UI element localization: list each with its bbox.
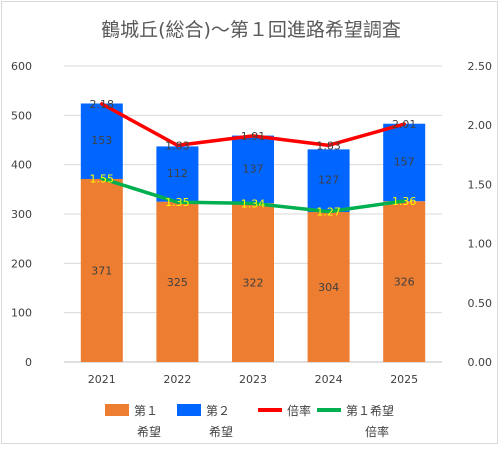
data-label-layer: 371 153 325 112 322 137 304 127 326 157 2.18 1.83 1.… (90, 98, 417, 294)
right-axis-tick-label: 1.00 (468, 238, 493, 251)
right-axis-tick-label: 0.50 (468, 297, 493, 310)
first-choice-ratio-label: 1.27 (316, 206, 341, 219)
bar-second-choice (232, 135, 274, 204)
legend-swatch (105, 404, 129, 416)
bar-second-choice (80, 103, 123, 179)
right-axis-tick-labels: 0.00 0.50 1.00 1.50 2.00 2.50 (468, 60, 493, 369)
line-first-choice-ratio (100, 176, 406, 214)
bar-value-label: 325 (167, 276, 188, 289)
line-layer (100, 102, 406, 214)
category-label: 2021 (88, 373, 116, 386)
left-axis-tick-labels: 0 100 200 300 400 500 600 (11, 60, 32, 369)
left-axis-tick-label: 0 (25, 356, 32, 369)
left-axis-tick-label: 400 (11, 159, 32, 172)
legend-label: 第２ (206, 404, 230, 418)
bar-layer (80, 103, 426, 362)
right-axis-tick-label: 0.00 (468, 356, 493, 369)
legend-label: 第１希望 (346, 403, 394, 418)
bar-value-label: 326 (394, 276, 415, 289)
line-ratio (100, 102, 406, 148)
category-label: 2023 (239, 373, 267, 386)
legend-label: 第１ (134, 404, 158, 418)
first-choice-ratio-label: 1.34 (241, 197, 266, 210)
ratio-label: 1.83 (316, 139, 341, 152)
chart-title: 鶴城丘(総合)～第１回進路希望調査 (101, 19, 401, 41)
first-choice-ratio-label: 1.35 (165, 196, 190, 209)
right-axis-tick-label: 2.50 (468, 60, 493, 73)
bar-first-choice (383, 201, 426, 362)
first-choice-ratio-label: 1.55 (90, 172, 115, 185)
ratio-label: 1.91 (241, 130, 266, 143)
ratio-label: 2.01 (392, 118, 417, 131)
bar-value-label: 157 (394, 155, 415, 168)
bar-value-label: 153 (91, 134, 112, 147)
bar-first-choice (156, 201, 199, 362)
bar-value-label: 137 (243, 162, 264, 175)
bar-first-choice (232, 203, 274, 362)
right-axis-tick-label: 2.00 (468, 119, 493, 132)
left-axis-tick-label: 200 (11, 257, 32, 270)
bar-second-choice (307, 149, 350, 213)
category-label: 2024 (315, 373, 343, 386)
bar-value-label: 112 (167, 167, 188, 180)
bar-value-label: 322 (243, 277, 264, 290)
legend-label-line2: 希望 (209, 424, 233, 439)
category-axis-labels: 2021 2022 2023 2024 2025 (88, 373, 418, 386)
bar-second-choice (156, 146, 199, 202)
ratio-label: 1.83 (165, 139, 190, 152)
bar-first-choice (307, 212, 350, 362)
legend-swatch (177, 404, 201, 416)
left-axis-tick-label: 600 (11, 60, 32, 73)
left-axis-tick-label: 100 (11, 307, 32, 320)
legend-label-line2: 倍率 (365, 424, 389, 439)
bar-value-label: 127 (318, 174, 339, 187)
bar-value-label: 304 (318, 281, 339, 294)
category-label: 2025 (390, 373, 418, 386)
bar-second-choice (383, 123, 426, 202)
bar-value-label: 371 (91, 264, 112, 277)
first-choice-ratio-label: 1.36 (392, 195, 417, 208)
bar-first-choice (80, 178, 123, 362)
category-label: 2022 (163, 373, 191, 386)
legend-label: 倍率 (287, 403, 311, 418)
left-axis-tick-label: 500 (11, 109, 32, 122)
ratio-label: 2.18 (90, 98, 115, 111)
left-axis-tick-label: 300 (11, 208, 32, 221)
right-axis-tick-label: 1.50 (468, 178, 493, 191)
legend-label-line2: 希望 (137, 424, 161, 439)
